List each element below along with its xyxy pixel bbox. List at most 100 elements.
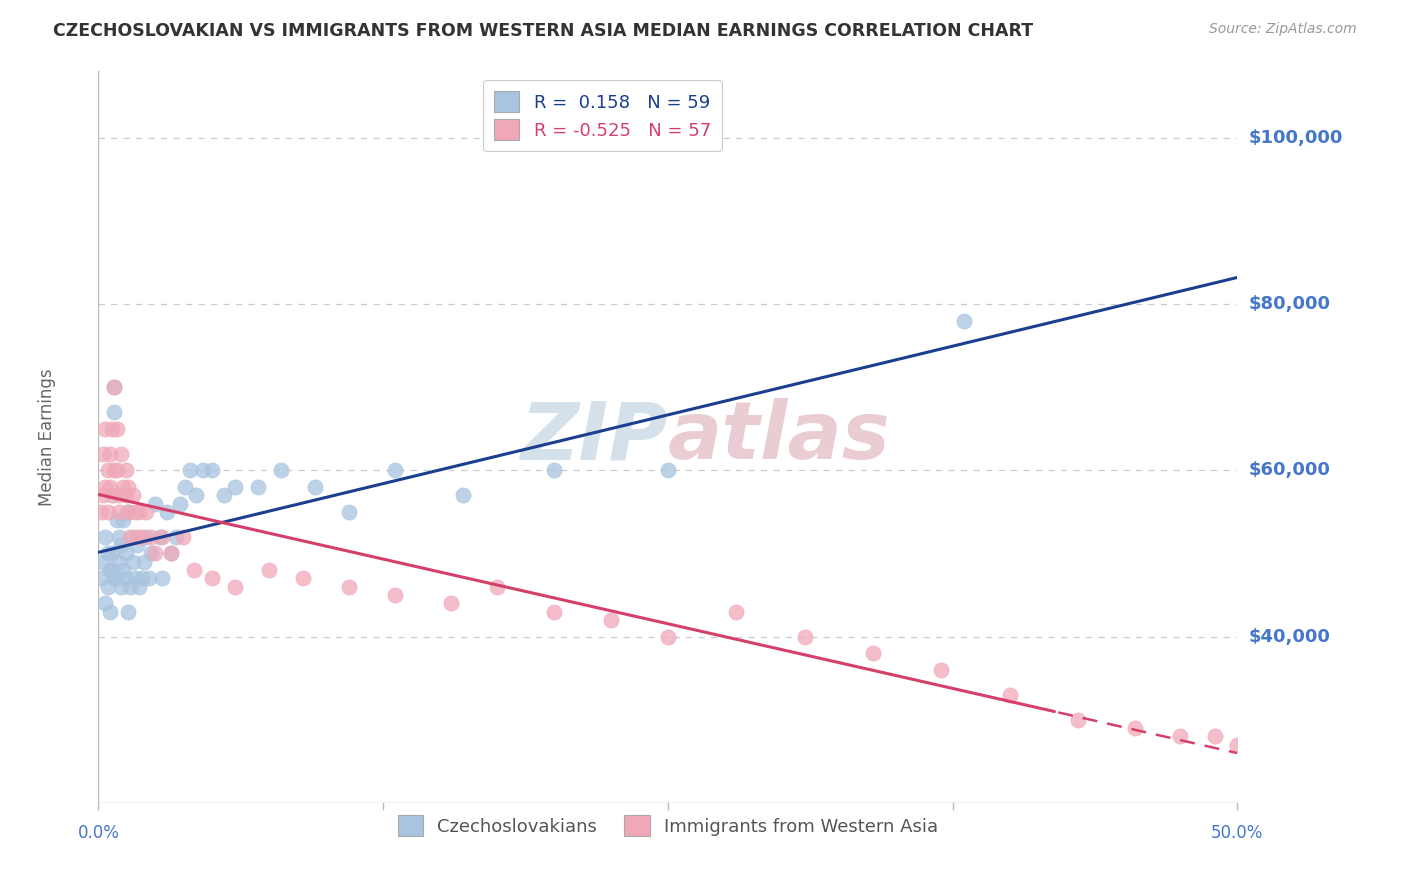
Point xyxy=(124,571,146,585)
Point xyxy=(183,563,205,577)
Point xyxy=(103,380,125,394)
Text: Median Earnings: Median Earnings xyxy=(38,368,56,506)
Point xyxy=(112,480,135,494)
Point xyxy=(101,563,124,577)
Point xyxy=(169,497,191,511)
Point xyxy=(160,546,183,560)
Point xyxy=(1170,729,1192,743)
Point xyxy=(929,663,952,677)
Point xyxy=(1067,713,1090,727)
Point xyxy=(131,571,153,585)
Point xyxy=(101,546,124,560)
Point xyxy=(132,555,155,569)
Text: $100,000: $100,000 xyxy=(1249,128,1343,147)
Text: CZECHOSLOVAKIAN VS IMMIGRANTS FROM WESTERN ASIA MEDIAN EARNINGS CORRELATION CHAR: CZECHOSLOVAKIAN VS IMMIGRANTS FROM WESTE… xyxy=(53,22,1033,40)
Point xyxy=(186,488,208,502)
Point xyxy=(193,463,215,477)
Point xyxy=(120,580,142,594)
Point xyxy=(114,546,136,560)
Point xyxy=(337,580,360,594)
Point xyxy=(486,580,509,594)
Point xyxy=(91,555,114,569)
Point xyxy=(94,596,117,610)
Point xyxy=(117,480,139,494)
Point xyxy=(224,580,246,594)
Point xyxy=(270,463,292,477)
Point xyxy=(543,463,565,477)
Text: atlas: atlas xyxy=(668,398,890,476)
Point xyxy=(128,505,150,519)
Point xyxy=(131,530,153,544)
Point xyxy=(1226,738,1249,752)
Point xyxy=(160,546,183,560)
Point xyxy=(212,488,235,502)
Point xyxy=(793,630,815,644)
Point xyxy=(384,588,406,602)
Point xyxy=(112,513,135,527)
Point xyxy=(94,480,117,494)
Point xyxy=(292,571,315,585)
Point xyxy=(149,530,172,544)
Point xyxy=(128,580,150,594)
Point xyxy=(127,538,149,552)
Point xyxy=(139,530,162,544)
Point xyxy=(108,505,131,519)
Point xyxy=(121,488,143,502)
Point xyxy=(543,605,565,619)
Point xyxy=(103,405,125,419)
Point xyxy=(96,463,118,477)
Point xyxy=(105,422,128,436)
Text: $40,000: $40,000 xyxy=(1249,628,1330,646)
Point xyxy=(121,530,143,544)
Point xyxy=(145,546,167,560)
Point xyxy=(174,480,197,494)
Point xyxy=(1123,721,1146,735)
Point xyxy=(150,571,173,585)
Point xyxy=(172,530,194,544)
Point xyxy=(105,513,128,527)
Point xyxy=(108,555,131,569)
Point xyxy=(953,314,976,328)
Text: $80,000: $80,000 xyxy=(1249,295,1330,313)
Point xyxy=(135,530,157,544)
Point xyxy=(725,605,748,619)
Point xyxy=(98,605,121,619)
Point xyxy=(91,447,114,461)
Point xyxy=(117,505,139,519)
Point xyxy=(201,571,224,585)
Legend: Czechoslovakians, Immigrants from Western Asia: Czechoslovakians, Immigrants from Wester… xyxy=(388,806,948,845)
Point xyxy=(114,571,136,585)
Point xyxy=(117,605,139,619)
Point xyxy=(96,505,118,519)
Text: Source: ZipAtlas.com: Source: ZipAtlas.com xyxy=(1209,22,1357,37)
Point xyxy=(103,571,125,585)
Point xyxy=(96,546,118,560)
Point xyxy=(105,571,128,585)
Point xyxy=(165,530,187,544)
Point xyxy=(124,505,146,519)
Point xyxy=(105,463,128,477)
Point xyxy=(110,538,132,552)
Point xyxy=(108,488,131,502)
Point xyxy=(110,447,132,461)
Point xyxy=(139,546,162,560)
Text: 0.0%: 0.0% xyxy=(77,823,120,841)
Text: $60,000: $60,000 xyxy=(1249,461,1330,479)
Point xyxy=(440,596,463,610)
Point xyxy=(101,488,124,502)
Point xyxy=(98,480,121,494)
Point xyxy=(657,630,679,644)
Point xyxy=(114,488,136,502)
Point xyxy=(135,505,157,519)
Point xyxy=(145,497,167,511)
Point xyxy=(337,505,360,519)
Point xyxy=(156,505,179,519)
Point xyxy=(1204,729,1226,743)
Text: 50.0%: 50.0% xyxy=(1211,823,1264,841)
Point xyxy=(224,480,246,494)
Point xyxy=(91,488,114,502)
Point xyxy=(114,463,136,477)
Point xyxy=(259,563,281,577)
Point xyxy=(101,422,124,436)
Point xyxy=(108,530,131,544)
